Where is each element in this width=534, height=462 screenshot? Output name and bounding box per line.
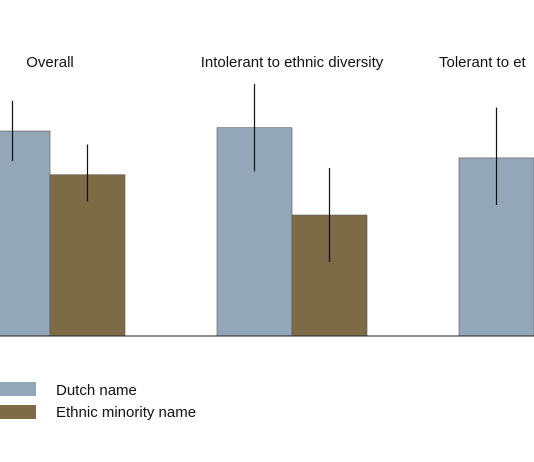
panel-title-tolerant: Tolerant to et [439,54,527,71]
legend-swatch-ethnic-minority-name [0,405,36,419]
legend-label-dutch-name: Dutch name [56,382,137,399]
panel-title-overall: Overall [26,54,74,71]
bar-dutch-name-0 [0,130,51,337]
legend-swatch-dutch-name [0,382,36,396]
bars-group [0,84,534,337]
legend-label-ethnic-minority-name: Ethnic minority name [56,404,196,421]
panel-title-intolerant: Intolerant to ethnic diversity [201,54,384,71]
